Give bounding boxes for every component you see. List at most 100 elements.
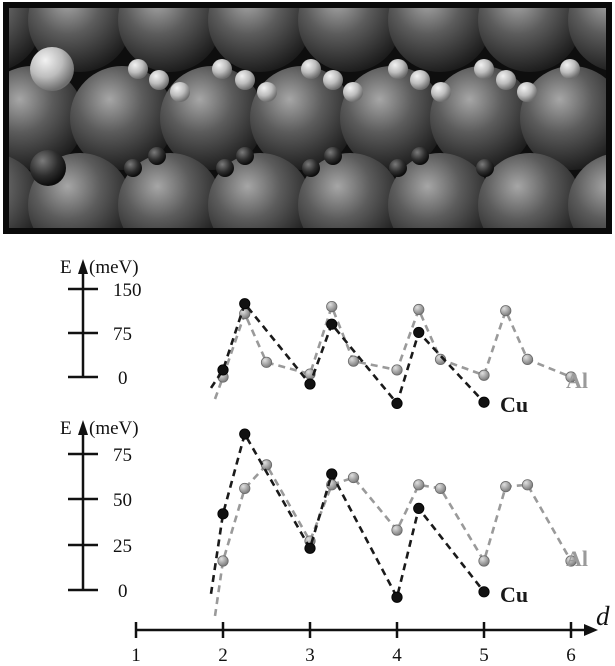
x-axis: 1 2 3 4 5 6 d <box>131 601 610 666</box>
upper-y-tick-label-0: 0 <box>118 368 128 389</box>
x-tick-label-1: 1 <box>131 645 141 666</box>
lower-al-point-1 <box>239 482 251 495</box>
lower-al-point-8 <box>434 482 447 495</box>
lower-cu-point-0 <box>217 508 229 520</box>
subsurface-atom <box>216 159 234 177</box>
upper-al-point-2 <box>260 356 273 368</box>
x-tick-label-5: 5 <box>479 645 489 666</box>
chain-adatom <box>212 59 232 79</box>
lower-y-tick-label-75: 75 <box>113 445 132 466</box>
lower-cu-point-4 <box>391 591 403 603</box>
lower-al-point-6 <box>391 524 403 536</box>
upper-al-point-11 <box>521 353 534 365</box>
lower-al-point-12 <box>565 555 577 567</box>
substrate-atom <box>298 153 402 228</box>
subsurface-atom <box>476 159 494 177</box>
substrate-atom <box>478 8 582 72</box>
substrate-atom <box>208 8 312 72</box>
chain-adatom <box>301 59 321 79</box>
substrate-atom <box>208 153 312 228</box>
upper-y-axis-arrow <box>78 259 88 274</box>
chain-adatom <box>431 82 451 102</box>
lower-al-point-2 <box>260 459 273 471</box>
surface-atom-image <box>3 2 612 234</box>
x-axis-title-d: d <box>596 601 610 631</box>
lower-y-tick-label-25: 25 <box>113 536 132 557</box>
subsurface-atom <box>124 159 142 177</box>
subsurface-atom <box>236 147 254 165</box>
subsurface-atom <box>302 159 320 177</box>
upper-al-series-line <box>213 302 572 400</box>
upper-y-tick-label-75: 75 <box>113 324 132 345</box>
chain-adatom <box>410 70 430 90</box>
upper-cu-point-2 <box>304 378 316 390</box>
upper-al-point-4 <box>326 300 338 313</box>
x-axis-arrow <box>584 624 598 636</box>
lower-y-axis-title: E <box>60 418 72 439</box>
substrate-atom <box>70 66 174 170</box>
upper-cu-label: Cu <box>500 392 528 417</box>
upper-cu-point-6 <box>478 396 490 408</box>
x-tick-label-3: 3 <box>305 645 315 666</box>
upper-al-label: Al <box>566 368 588 393</box>
substrate-atom <box>388 8 492 72</box>
lower-cu-label: Cu <box>500 582 528 607</box>
upper-al-point-5 <box>347 355 360 367</box>
lower-al-point-10 <box>500 481 512 493</box>
upper-y-axis-unit: (meV) <box>89 257 139 278</box>
upper-cu-point-5 <box>413 326 425 339</box>
upper-cu-point-3 <box>326 318 338 330</box>
x-tick-label-2: 2 <box>218 645 228 666</box>
chain-adatom <box>474 59 494 79</box>
upper-cu-point-1 <box>239 298 251 310</box>
lower-y-tick-label-0: 0 <box>118 581 128 602</box>
lower-y-axis-unit: (meV) <box>89 418 139 439</box>
subsurface-atom <box>324 147 342 165</box>
substrate-atom <box>340 66 444 170</box>
upper-cu-series-line <box>209 300 485 407</box>
lower-cu-point-2 <box>304 542 316 554</box>
chain-adatom <box>517 82 537 102</box>
chain-adatom <box>128 59 148 79</box>
chain-adatom <box>170 82 190 102</box>
substrate-atom <box>388 153 492 228</box>
substrate-atom <box>118 8 222 72</box>
substrate-atom <box>568 154 606 228</box>
upper-al-point-10 <box>500 305 512 317</box>
upper-y-axis-title: E <box>60 257 72 278</box>
chain-adatom <box>149 70 169 90</box>
lower-al-point-5 <box>347 471 360 484</box>
chain-adatom <box>257 82 277 102</box>
lower-cu-point-3 <box>326 468 338 480</box>
lower-cu-series-line <box>209 430 486 601</box>
substrate-atom <box>568 8 606 71</box>
lower-y-tick-label-50: 50 <box>113 490 132 511</box>
subsurface-atom <box>411 147 429 165</box>
substrate-atom <box>298 8 402 72</box>
substrate-atom <box>478 153 582 228</box>
upper-al-point-12 <box>565 371 577 383</box>
subsurface-atom-large <box>30 150 66 186</box>
lower-al-point-7 <box>413 479 425 491</box>
upper-cu-point-0 <box>217 364 229 376</box>
upper-al-point-7 <box>413 303 425 316</box>
lower-cu-point-5 <box>413 502 425 514</box>
lower-panel: E (meV) 75 50 25 0 Al Cu <box>60 418 588 617</box>
upper-y-tick-label-150: 150 <box>113 280 142 301</box>
upper-al-point-9 <box>478 369 490 381</box>
upper-al-point-6 <box>391 364 403 376</box>
lower-cu-point-6 <box>478 586 490 598</box>
lower-al-point-9 <box>478 555 490 567</box>
x-tick-label-4: 4 <box>392 645 402 666</box>
substrate-atom <box>9 66 84 170</box>
upper-panel: E (meV) 150 75 0 Al Cu <box>60 257 588 417</box>
chain-adatom <box>496 70 516 90</box>
substrate-atom <box>118 153 222 228</box>
chain-adatom <box>388 59 408 79</box>
lower-al-label: Al <box>566 546 588 571</box>
x-tick-label-6: 6 <box>566 645 576 666</box>
substrate-atom <box>430 66 534 170</box>
subsurface-atom <box>148 147 166 165</box>
adatom-large <box>30 47 74 91</box>
